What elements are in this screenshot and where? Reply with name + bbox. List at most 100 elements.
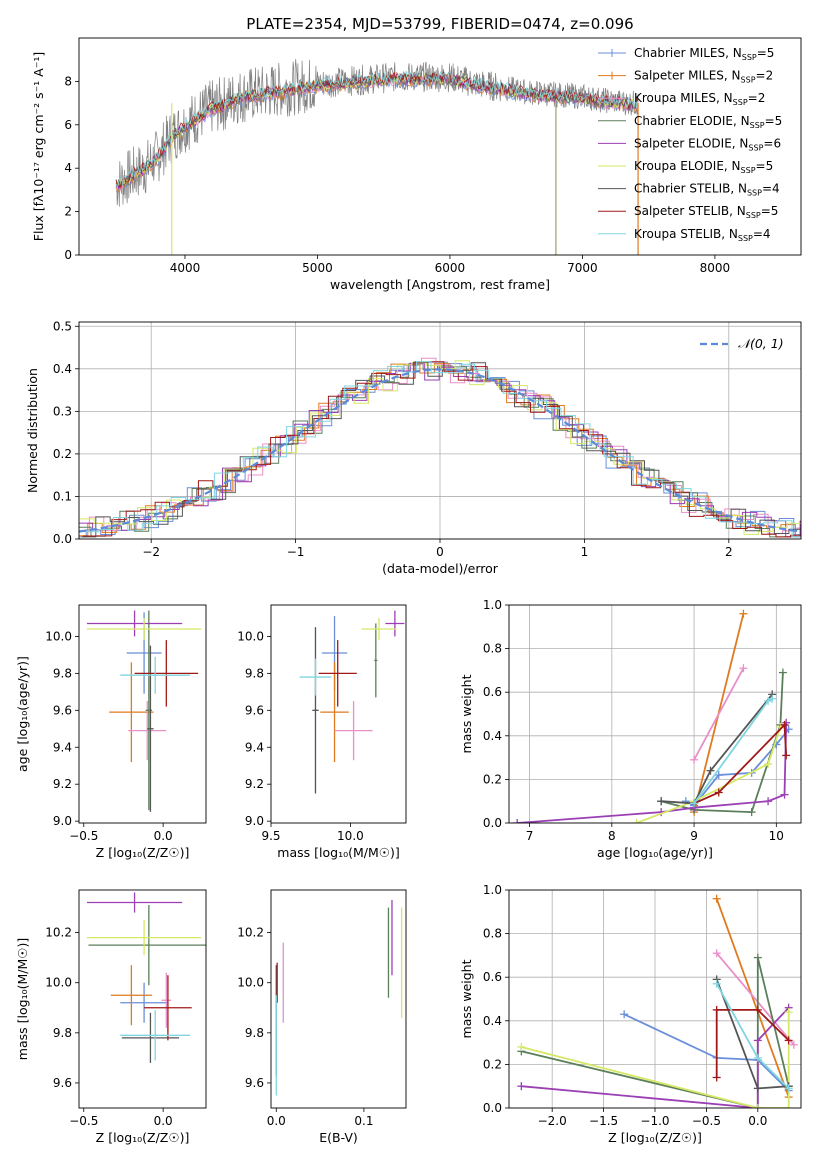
x-tick-label: 10.0 bbox=[337, 829, 364, 843]
residual-histogram bbox=[79, 362, 801, 538]
legend-label-text: Chabrier ELODIE, N bbox=[634, 114, 750, 128]
x-tick-label: 0.0 bbox=[154, 1114, 173, 1128]
y-tick-label: 9.8 bbox=[245, 666, 264, 680]
y-axis-label: mass weight bbox=[459, 674, 474, 753]
legend-label-text: Kroupa STELIB, N bbox=[634, 227, 738, 241]
legend-label-tail: =4 bbox=[762, 182, 780, 196]
x-tick-label: 0.0 bbox=[154, 829, 173, 843]
mass-weight-line bbox=[685, 728, 790, 807]
axes-frame bbox=[78, 889, 207, 1109]
x-tick-label: 9.5 bbox=[261, 829, 280, 843]
y-tick-label: 9.2 bbox=[245, 777, 264, 791]
y-tick-label: 0.6 bbox=[483, 970, 502, 984]
legend-label: Chabrier MILES, NSSP=5 bbox=[634, 46, 774, 62]
y-tick-label: 0.4 bbox=[483, 729, 502, 743]
axes-frame bbox=[270, 604, 407, 824]
y-tick-label: 0.2 bbox=[483, 772, 502, 786]
x-tick-label: 7 bbox=[526, 829, 534, 843]
axes-frame bbox=[270, 889, 407, 1109]
mass-weight-line bbox=[693, 667, 745, 761]
legend-label-subscript: SSP bbox=[733, 98, 748, 107]
legend-label-text: Salpeter STELIB, N bbox=[634, 204, 746, 218]
mass-weight-line bbox=[660, 672, 784, 814]
x-tick-label: 9 bbox=[690, 829, 698, 843]
panel-mass_weight_vs_age: 7 8 9 10 0.0 0.2 0.4 0.6 0.8 1.0 age [log₁₀(age/yr… bbox=[459, 598, 802, 860]
y-tick-label: 10.2 bbox=[237, 926, 264, 940]
legend-label: Chabrier STELIB, NSSP=4 bbox=[634, 182, 780, 198]
legend-label-tail: =4 bbox=[753, 227, 771, 241]
panel-mass_vs_ebv: 0.0 0.1 9.6 9.8 10.0 10.2 E(B-V) bbox=[237, 889, 407, 1145]
plot-area-mass_vs_Z bbox=[86, 892, 206, 1063]
y-tick-label: 0.6 bbox=[483, 685, 502, 699]
y-tick-label: 0.5 bbox=[53, 319, 72, 333]
x-tick-label: 7000 bbox=[567, 261, 598, 275]
x-axis-label: Z [log₁₀(Z/Z☉)] bbox=[96, 845, 190, 860]
x-tick-label: 8 bbox=[608, 829, 616, 843]
y-axis-label: Normed distribution bbox=[25, 368, 40, 493]
y-tick-label: 9.0 bbox=[53, 814, 72, 828]
legend-label-text: Kroupa MILES, N bbox=[634, 91, 733, 105]
plot-area-age_vs_mass bbox=[299, 610, 405, 794]
x-tick-label: 10 bbox=[769, 829, 784, 843]
legend-label: 𝒩(0, 1) bbox=[738, 336, 784, 351]
residual-histogram bbox=[79, 362, 801, 538]
legend-label: Salpeter STELIB, NSSP=5 bbox=[634, 204, 778, 220]
x-axis-label: Z [log₁₀(Z/Z☉)] bbox=[96, 1130, 190, 1145]
x-tick-label: 0.1 bbox=[354, 1114, 373, 1128]
legend-label-subscript: SSP bbox=[747, 189, 762, 198]
y-tick-label: 4 bbox=[64, 161, 72, 175]
mass-weight-line bbox=[661, 693, 773, 805]
mass-weight-line bbox=[517, 722, 788, 823]
panel-age_vs_Z: −0.5 0.0 9.0 9.2 9.4 9.6 9.8 10.0 Z [log₁₀(Z/Z☉)… bbox=[15, 604, 207, 860]
y-tick-label: 0.0 bbox=[53, 532, 72, 546]
residual-histogram bbox=[79, 357, 801, 535]
legend-label-text: Chabrier STELIB, N bbox=[634, 182, 747, 196]
legend-label-subscript: SSP bbox=[746, 211, 761, 220]
y-tick-label: 10.0 bbox=[237, 629, 264, 643]
spectrum-model-line bbox=[115, 70, 639, 190]
x-tick-label: −1.5 bbox=[589, 1114, 618, 1128]
mass-weight-line bbox=[521, 957, 790, 1108]
figure-title: PLATE=2354, MJD=53799, FIBERID=0474, z=0… bbox=[246, 15, 633, 33]
gaussian-curve bbox=[79, 368, 801, 533]
plot-area-residuals bbox=[79, 322, 801, 539]
legend-label: Kroupa ELODIE, NSSP=5 bbox=[634, 159, 773, 175]
legend-label-subscript: SSP bbox=[741, 166, 756, 175]
legend-label-tail: =5 bbox=[757, 46, 775, 60]
mass-weight-line bbox=[521, 1012, 790, 1108]
y-tick-label: 0.2 bbox=[53, 447, 72, 461]
y-axis-label: age [log₁₀(age/yr)] bbox=[15, 656, 30, 772]
x-tick-label: −2 bbox=[142, 545, 160, 559]
x-tick-label: 0.0 bbox=[267, 1114, 286, 1128]
x-tick-label: 0.0 bbox=[748, 1114, 767, 1128]
y-tick-label: 0.8 bbox=[483, 642, 502, 656]
panel-mass_vs_Z: −0.5 0.0 9.6 9.8 10.0 10.2 Z [log₁₀(Z/Z☉)] mass… bbox=[15, 889, 207, 1145]
y-tick-label: 0.0 bbox=[483, 1101, 502, 1115]
legend-label-tail: =6 bbox=[763, 136, 781, 150]
y-tick-label: 9.2 bbox=[53, 777, 72, 791]
spectrum-model-line bbox=[115, 73, 639, 187]
x-axis-label: Z [log₁₀(Z/Z☉)] bbox=[608, 1130, 702, 1145]
x-tick-label: −1.0 bbox=[640, 1114, 669, 1128]
x-tick-label: 2 bbox=[725, 545, 733, 559]
x-tick-label: 1 bbox=[581, 545, 589, 559]
y-tick-label: 10.0 bbox=[237, 976, 264, 990]
y-tick-label: 0.2 bbox=[483, 1057, 502, 1071]
x-tick-label: 4000 bbox=[170, 261, 201, 275]
spectrum-data-line bbox=[115, 59, 639, 207]
residual-histogram bbox=[82, 361, 801, 538]
panel-age_vs_mass: 9.5 10.0 9.0 9.2 9.4 9.6 9.8 10.0 mass [log₁₀(M/… bbox=[237, 604, 407, 860]
legend-label: Kroupa STELIB, NSSP=4 bbox=[634, 227, 771, 243]
residual-histogram bbox=[84, 361, 801, 538]
x-tick-label: −1 bbox=[287, 545, 305, 559]
legend-label-tail: =2 bbox=[748, 91, 766, 105]
y-tick-label: 9.6 bbox=[53, 703, 72, 717]
legend-label: Salpeter ELODIE, NSSP=6 bbox=[634, 136, 781, 152]
mass-weight-line bbox=[636, 726, 782, 823]
y-tick-label: 0.4 bbox=[53, 362, 72, 376]
x-axis-label: E(B-V) bbox=[319, 1130, 358, 1145]
legend-label: Kroupa MILES, NSSP=2 bbox=[634, 91, 765, 107]
panel-mass_weight_vs_Z: −2.0 −1.5 −1.0 −0.5 0.0 0.0 0.2 0.4 0.6 0.8 1.0 Z [… bbox=[459, 883, 802, 1145]
y-tick-label: 1.0 bbox=[483, 883, 502, 897]
legend-label-tail: =5 bbox=[765, 114, 783, 128]
